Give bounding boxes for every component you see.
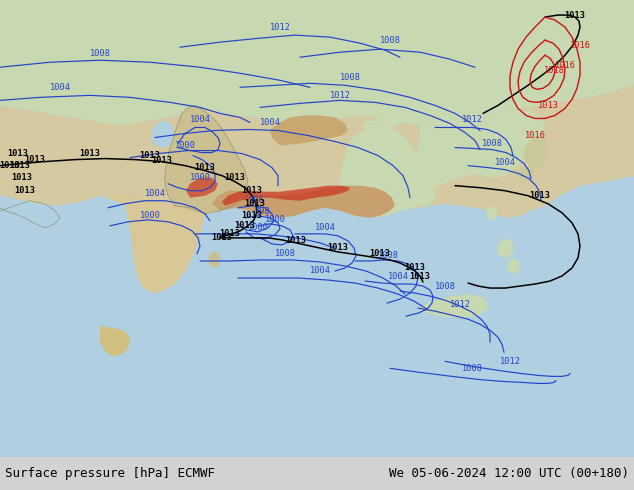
Text: 1013: 1013 (10, 161, 30, 170)
Text: 1004: 1004 (145, 189, 165, 198)
Text: 1013: 1013 (538, 101, 559, 110)
Text: 1008: 1008 (462, 364, 482, 373)
Text: 1013: 1013 (0, 161, 20, 170)
Text: 1013: 1013 (15, 186, 36, 195)
Text: 1000: 1000 (264, 215, 285, 224)
Text: 1013: 1013 (285, 236, 306, 245)
Text: 1008: 1008 (275, 249, 295, 258)
Text: 1013: 1013 (404, 264, 425, 272)
Polygon shape (370, 83, 402, 127)
Text: 1013: 1013 (219, 229, 240, 238)
Text: 1013: 1013 (564, 11, 586, 20)
Text: 1016: 1016 (555, 61, 576, 70)
Text: 1013: 1013 (25, 155, 46, 164)
Polygon shape (212, 186, 395, 218)
Text: 1013: 1013 (212, 233, 233, 243)
Text: We 05-06-2024 12:00 UTC (00+180): We 05-06-2024 12:00 UTC (00+180) (389, 467, 629, 480)
Text: 1012: 1012 (269, 23, 290, 31)
Polygon shape (152, 121, 174, 147)
Polygon shape (270, 116, 348, 146)
Text: 1012: 1012 (330, 91, 351, 100)
Text: 996: 996 (248, 196, 264, 205)
Polygon shape (0, 85, 634, 218)
Text: 1013: 1013 (245, 199, 266, 208)
Text: 998: 998 (254, 207, 270, 216)
Polygon shape (0, 0, 80, 30)
Text: 1016: 1016 (524, 131, 545, 140)
Text: 1008: 1008 (380, 36, 401, 45)
Text: 1008: 1008 (481, 139, 503, 148)
Text: 1013: 1013 (224, 173, 245, 182)
Polygon shape (165, 105, 248, 214)
Polygon shape (486, 206, 497, 221)
Text: 1000: 1000 (190, 173, 210, 182)
Text: 1013: 1013 (242, 186, 262, 195)
Text: 1013: 1013 (328, 244, 349, 252)
Text: 1004: 1004 (259, 118, 280, 127)
Text: 1012: 1012 (500, 357, 521, 366)
Text: 1004: 1004 (387, 271, 408, 280)
Polygon shape (222, 186, 350, 206)
Text: 1013: 1013 (11, 173, 32, 182)
Text: 1016: 1016 (569, 41, 590, 49)
Text: 1013: 1013 (152, 156, 172, 165)
Text: 1008: 1008 (339, 73, 361, 82)
Text: 1004: 1004 (309, 267, 330, 275)
Polygon shape (340, 130, 420, 218)
Text: 1018: 1018 (543, 66, 564, 75)
Polygon shape (523, 136, 548, 168)
Text: 1012: 1012 (462, 115, 482, 124)
Text: 1013: 1013 (8, 149, 29, 158)
Text: 1013: 1013 (195, 163, 216, 172)
Text: 1004: 1004 (190, 115, 210, 124)
Text: 1012: 1012 (450, 299, 470, 309)
Polygon shape (518, 166, 535, 181)
Text: 1004: 1004 (495, 158, 515, 167)
Text: 1000: 1000 (247, 223, 269, 232)
Text: 1004: 1004 (49, 83, 70, 92)
Text: Surface pressure [hPa] ECMWF: Surface pressure [hPa] ECMWF (5, 467, 215, 480)
Polygon shape (507, 258, 520, 274)
Polygon shape (208, 251, 220, 268)
Text: 1013: 1013 (139, 151, 160, 160)
Polygon shape (420, 294, 488, 318)
Text: 1013: 1013 (242, 211, 262, 220)
Text: 1000: 1000 (139, 211, 160, 220)
Text: 1013: 1013 (529, 191, 550, 200)
Text: 1013: 1013 (370, 249, 391, 258)
Text: 1008: 1008 (434, 282, 455, 291)
Text: 1013: 1013 (410, 271, 430, 280)
Text: 1013: 1013 (79, 149, 101, 158)
Polygon shape (408, 110, 545, 188)
Text: 1000: 1000 (174, 141, 195, 150)
Text: 1008: 1008 (89, 49, 110, 58)
Polygon shape (492, 150, 515, 178)
Polygon shape (363, 121, 435, 208)
Polygon shape (498, 238, 514, 258)
Polygon shape (186, 178, 218, 198)
Text: 1004: 1004 (314, 223, 335, 232)
Polygon shape (0, 0, 634, 125)
Text: 1013: 1013 (235, 221, 256, 230)
Polygon shape (100, 194, 205, 293)
Text: 1008: 1008 (377, 251, 399, 261)
Polygon shape (100, 326, 130, 356)
